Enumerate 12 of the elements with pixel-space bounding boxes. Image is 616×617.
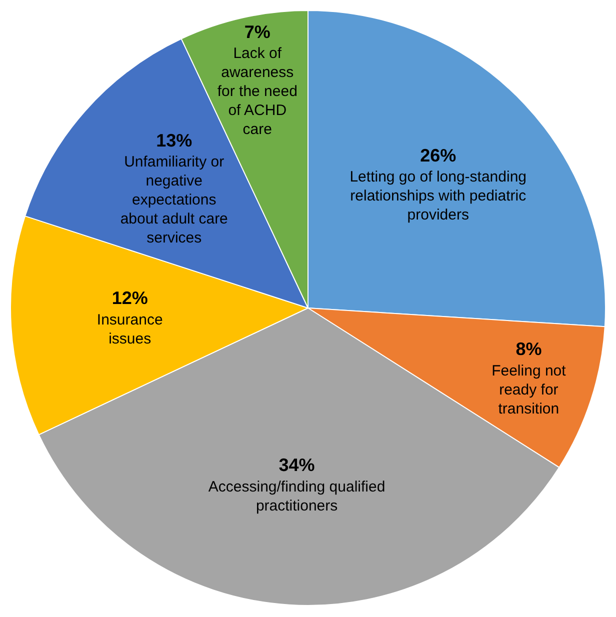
slice-label: Insurance issues [96,311,163,348]
slice-label: Feeling not ready for transition [492,362,567,418]
data-label: 34% [278,455,315,476]
slice-label: Letting go of long-standing relationships with pediatric providers [350,168,527,224]
slice-label: Unfamiliarity or negative expectations about adult care services [120,154,228,247]
data-label: 12% [112,288,148,308]
data-label: 7% [244,22,270,42]
data-label: 8% [516,339,542,360]
data-label: 13% [156,130,192,150]
slice-label: Lack of awareness for the need of ACHD care [217,45,298,138]
data-label: 26% [420,145,456,166]
slice-label: Accessing/finding qualified practitioners [208,478,386,514]
